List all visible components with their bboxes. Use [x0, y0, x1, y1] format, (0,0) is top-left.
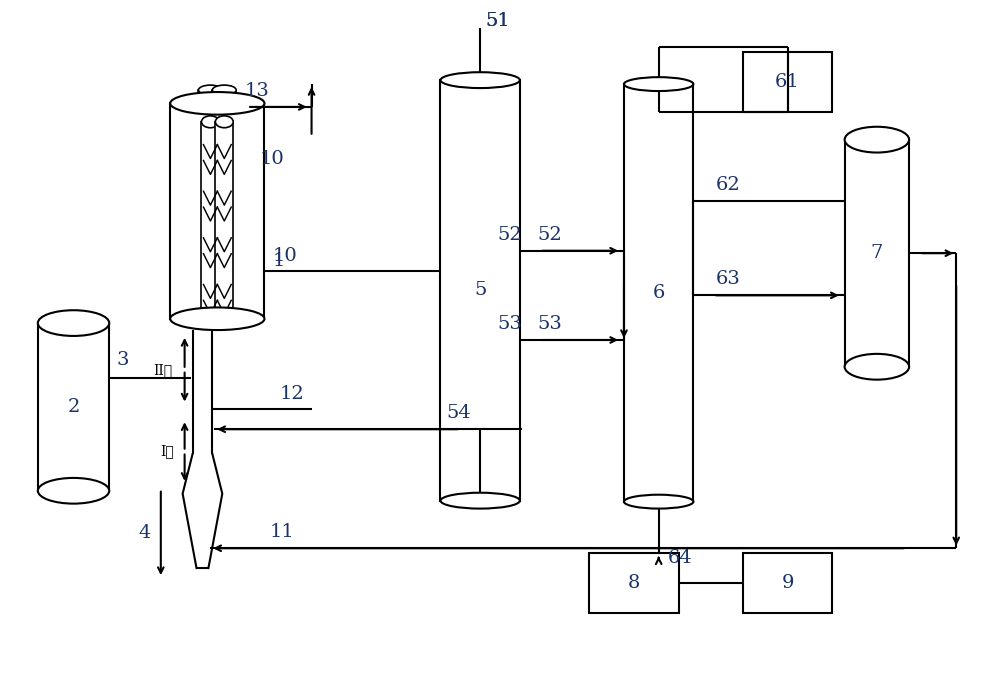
Text: 3: 3 — [117, 351, 129, 369]
Ellipse shape — [845, 127, 909, 153]
Bar — [624, 84, 693, 502]
Ellipse shape — [212, 85, 236, 95]
Text: 64: 64 — [668, 549, 693, 567]
Text: 12: 12 — [279, 385, 304, 402]
Ellipse shape — [170, 308, 264, 330]
Bar — [170, 103, 264, 319]
Text: II区: II区 — [153, 363, 172, 377]
Text: 2: 2 — [67, 398, 80, 416]
Ellipse shape — [201, 314, 219, 326]
Ellipse shape — [440, 493, 520, 508]
Text: 52: 52 — [537, 226, 562, 244]
Text: 10: 10 — [260, 151, 284, 168]
Text: 6: 6 — [652, 284, 665, 302]
Text: 51: 51 — [486, 11, 510, 30]
Bar — [38, 323, 109, 491]
Text: 9: 9 — [781, 574, 794, 592]
Text: 53: 53 — [497, 315, 522, 333]
Text: 62: 62 — [716, 176, 740, 194]
Bar — [589, 553, 679, 612]
Ellipse shape — [38, 310, 109, 336]
Text: 5: 5 — [474, 281, 486, 299]
Ellipse shape — [198, 85, 222, 95]
Text: 51: 51 — [486, 11, 510, 30]
Text: 4: 4 — [139, 525, 151, 542]
Bar — [198, 90, 222, 112]
Text: 61: 61 — [775, 73, 800, 91]
Ellipse shape — [845, 354, 909, 380]
Ellipse shape — [624, 495, 693, 508]
Text: 53: 53 — [537, 315, 562, 333]
Bar — [215, 122, 233, 320]
Bar — [743, 553, 832, 612]
Ellipse shape — [38, 478, 109, 504]
Text: 7: 7 — [871, 244, 883, 262]
Ellipse shape — [440, 72, 520, 88]
Text: 1: 1 — [273, 251, 285, 270]
Ellipse shape — [201, 116, 219, 128]
Bar — [201, 122, 219, 320]
Bar — [845, 140, 909, 367]
Bar — [212, 90, 236, 112]
Ellipse shape — [215, 314, 233, 326]
Bar — [440, 80, 520, 501]
Ellipse shape — [170, 92, 264, 115]
Text: 11: 11 — [269, 523, 294, 541]
Text: 52: 52 — [498, 226, 522, 244]
Text: 54: 54 — [446, 404, 471, 422]
Text: 8: 8 — [628, 574, 640, 592]
Text: 10: 10 — [272, 247, 297, 265]
Text: 13: 13 — [245, 82, 269, 100]
Bar — [743, 52, 832, 112]
Ellipse shape — [215, 116, 233, 128]
Text: 63: 63 — [716, 270, 741, 289]
Ellipse shape — [624, 77, 693, 91]
Text: I区: I区 — [160, 445, 174, 458]
